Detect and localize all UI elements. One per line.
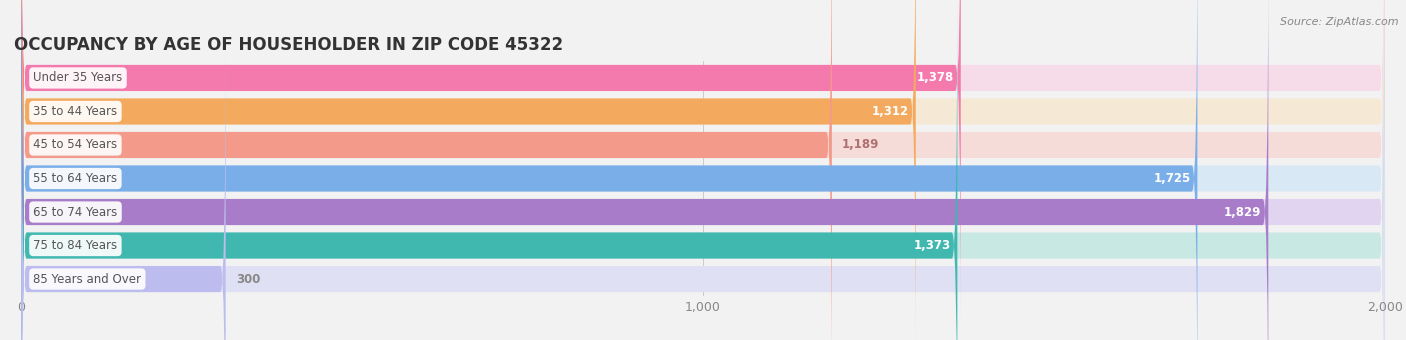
FancyBboxPatch shape	[21, 0, 1198, 340]
Text: OCCUPANCY BY AGE OF HOUSEHOLDER IN ZIP CODE 45322: OCCUPANCY BY AGE OF HOUSEHOLDER IN ZIP C…	[14, 36, 564, 54]
Text: 55 to 64 Years: 55 to 64 Years	[34, 172, 118, 185]
FancyBboxPatch shape	[21, 0, 832, 340]
FancyBboxPatch shape	[21, 0, 1385, 340]
FancyBboxPatch shape	[21, 0, 957, 340]
FancyBboxPatch shape	[21, 0, 1385, 333]
Text: 45 to 54 Years: 45 to 54 Years	[34, 138, 118, 152]
Text: 1,378: 1,378	[917, 71, 953, 84]
FancyBboxPatch shape	[21, 0, 1385, 340]
Text: Source: ZipAtlas.com: Source: ZipAtlas.com	[1281, 17, 1399, 27]
Text: 1,725: 1,725	[1153, 172, 1191, 185]
Text: 300: 300	[236, 273, 260, 286]
FancyBboxPatch shape	[21, 0, 960, 333]
Text: 1,829: 1,829	[1225, 205, 1261, 219]
Text: 85 Years and Over: 85 Years and Over	[34, 273, 142, 286]
FancyBboxPatch shape	[21, 0, 915, 340]
FancyBboxPatch shape	[21, 0, 1385, 340]
Text: 1,312: 1,312	[872, 105, 908, 118]
Text: 1,189: 1,189	[842, 138, 880, 152]
FancyBboxPatch shape	[21, 0, 1385, 340]
Text: Under 35 Years: Under 35 Years	[34, 71, 122, 84]
Text: 1,373: 1,373	[914, 239, 950, 252]
Text: 75 to 84 Years: 75 to 84 Years	[34, 239, 118, 252]
Text: 35 to 44 Years: 35 to 44 Years	[34, 105, 118, 118]
FancyBboxPatch shape	[21, 0, 1385, 340]
FancyBboxPatch shape	[21, 24, 226, 340]
Text: 65 to 74 Years: 65 to 74 Years	[34, 205, 118, 219]
FancyBboxPatch shape	[21, 24, 1385, 340]
FancyBboxPatch shape	[21, 0, 1268, 340]
